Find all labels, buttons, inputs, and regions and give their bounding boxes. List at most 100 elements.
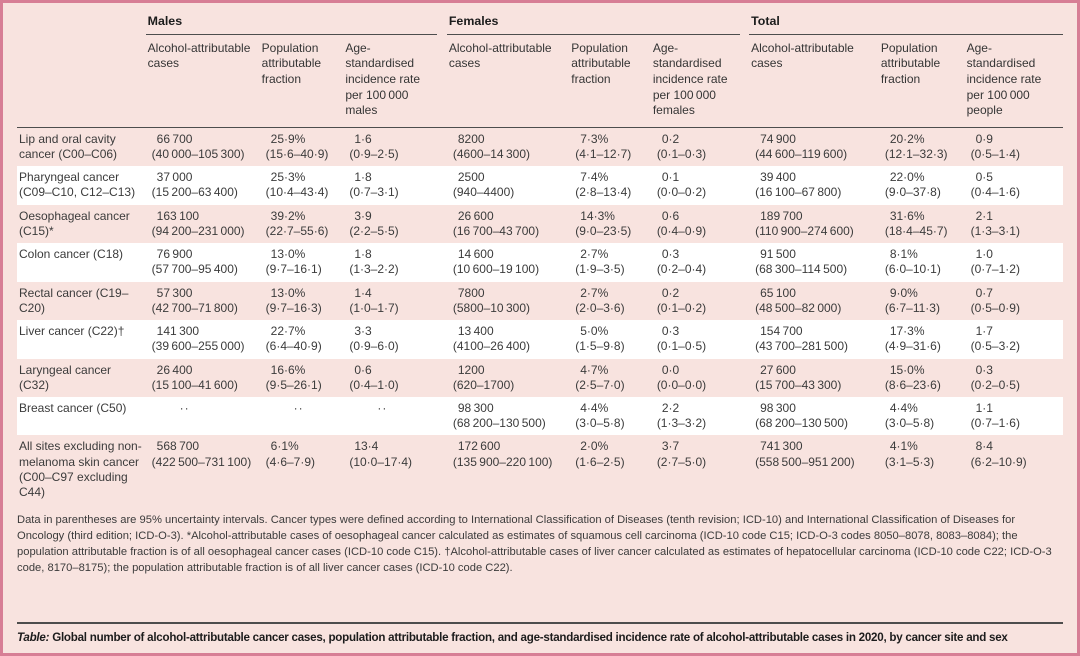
cell-value: 1·7 — [975, 324, 993, 339]
cell-uncertainty-interval: (43 700–281 500) — [755, 339, 849, 354]
corner-cell — [17, 13, 146, 35]
cell-uncertainty-interval: (10·0–17·4) — [349, 454, 413, 469]
cell-value: 3·3 — [354, 324, 372, 339]
cell-value: 568 700 — [156, 439, 200, 454]
column-header: Age-standardised incidence rate per 100 … — [343, 34, 438, 128]
group-gap — [740, 435, 749, 504]
cell-uncertainty-interval: (0·2–0·4) — [656, 262, 707, 277]
table-cell: 26 400 (15 100–41 600) — [146, 359, 260, 397]
cell-uncertainty-interval: (12·1–32·3) — [884, 146, 948, 161]
column-header: Population attributable fraction — [878, 34, 965, 128]
cell-uncertainty-interval: (0·1–0·3) — [656, 146, 707, 161]
cell-value: 7·3% — [580, 131, 609, 146]
group-gap — [437, 243, 446, 281]
cell-value: 6·1% — [270, 439, 299, 454]
table-cell: 5·0% (1·5–9·8) — [569, 320, 651, 358]
cell-uncertainty-interval: (2·2–5·5) — [349, 223, 399, 238]
column-header: Age-standardised incidence rate per 100 … — [650, 34, 740, 128]
cell-uncertainty-interval: (0·7–3·1) — [349, 185, 399, 200]
cell-uncertainty-interval: (0·4–1·6) — [970, 185, 1020, 200]
cell-uncertainty-interval: (5800–10 300) — [452, 300, 530, 315]
table-cell: ·· — [260, 397, 344, 435]
cell-value: 98 300 — [457, 401, 494, 415]
cell-uncertainty-interval: (16 700–43 700) — [452, 223, 540, 238]
table-cell: 13 400 (4100–26 400) — [447, 320, 569, 358]
table-cell: 141 300 (39 600–255 000) — [146, 320, 260, 358]
cell-uncertainty-interval: (6·0–10·1) — [884, 262, 941, 277]
cell-value: 2·0% — [580, 439, 609, 454]
table-cell: 2·7% (2·0–3·6) — [569, 282, 651, 320]
table-cell: 154 700 (43 700–281 500) — [749, 320, 879, 358]
group-header-females: Females — [446, 13, 740, 35]
cell-uncertainty-interval: (42 700–71 800) — [151, 300, 238, 315]
cell-value: 4·4% — [889, 401, 918, 415]
cell-uncertainty-interval: (10 600–19 100) — [452, 262, 540, 277]
table-row: Colon cancer (C18) 76 900 (57 700–95 400) 1… — [17, 243, 1063, 282]
cell-value: 741 300 — [760, 439, 803, 454]
table-body: Lip and oral cavity cancer (C00–C06) 66 7… — [17, 127, 1063, 504]
group-gap — [437, 435, 446, 504]
table-cell: 0·3 (0·2–0·4) — [651, 243, 740, 281]
cell-uncertainty-interval: (68 200–130 500) — [452, 416, 546, 431]
cell-value: 25·3% — [270, 170, 306, 185]
cell-value: 2·2 — [661, 401, 680, 415]
cell-value: 39 400 — [760, 170, 796, 185]
cell-uncertainty-interval: (44 600–119 600) — [755, 146, 848, 161]
cell-uncertainty-interval: (110 900–274 600) — [755, 223, 854, 238]
table-cell: 25·3% (10·4–43·4) — [260, 166, 344, 204]
cell-value: 16·6% — [270, 362, 306, 377]
group-gap — [740, 359, 749, 397]
table-cell: 9·0% (6·7–11·3) — [879, 282, 965, 320]
cell-value: 98 300 — [760, 401, 796, 415]
cell-value: 4·7% — [580, 362, 609, 377]
cell-uncertainty-interval: (10·4–43·4) — [265, 185, 329, 200]
group-header-total: Total — [749, 13, 1063, 35]
cell-uncertainty-interval: (4100–26 400) — [452, 339, 530, 354]
table-cell: 2·1 (1·3–3·1) — [965, 205, 1063, 243]
cell-value: 91 500 — [760, 247, 796, 262]
table-cell: 91 500 (68 300–114 500) — [749, 243, 879, 281]
table-row: Liver cancer (C22)† 141 300 (39 600–255 00… — [17, 320, 1063, 359]
cell-value: 154 700 — [760, 324, 803, 339]
cell-uncertainty-interval: (620–1700) — [452, 377, 515, 392]
table-row: All sites excluding non-melanoma skin ca… — [17, 435, 1063, 504]
cell-uncertainty-interval: (1·0–1·7) — [349, 300, 399, 315]
cell-value: 0·3 — [661, 247, 680, 262]
cell-uncertainty-interval: (0·1–0·5) — [656, 339, 707, 354]
cell-uncertainty-interval: (8·6–23·6) — [884, 377, 941, 392]
cell-value: 13·0% — [270, 247, 306, 262]
table-cell: 0·6 (0·4–0·9) — [651, 205, 740, 243]
table-cell: 22·7% (6·4–40·9) — [260, 320, 344, 358]
table-cell: 0·5 (0·4–1·6) — [965, 166, 1063, 204]
cell-value: 8200 — [457, 131, 485, 146]
cell-value: 2500 — [457, 170, 485, 185]
cell-value: 172 600 — [457, 439, 501, 454]
table-cell: ·· — [343, 397, 437, 435]
cell-value: 25·9% — [270, 131, 306, 146]
cell-uncertainty-interval: (2·8–13·4) — [575, 185, 632, 200]
table-cell: 1·6 (0·9–2·5) — [343, 127, 437, 166]
cell-value: ·· — [179, 401, 190, 415]
cell-uncertainty-interval: (0·1–0·2) — [656, 300, 707, 315]
cell-uncertainty-interval: (4·9–31·6) — [884, 339, 941, 354]
cell-uncertainty-interval: (68 200–130 500) — [755, 416, 849, 431]
caption-divider — [17, 622, 1063, 624]
group-gap — [437, 127, 446, 166]
table-cell: 1·0 (0·7–1·2) — [965, 243, 1063, 281]
cell-uncertainty-interval: (0·0–0·0) — [656, 377, 707, 392]
cell-value: 1·1 — [975, 401, 993, 415]
table-cell: 7800 (5800–10 300) — [447, 282, 569, 320]
table-row: Oesophageal cancer (C15)* 163 100 (94 200–… — [17, 205, 1063, 243]
cell-uncertainty-interval: (94 200–231 000) — [151, 223, 245, 238]
group-header-label: Total — [749, 13, 1063, 35]
cell-value: ·· — [293, 401, 304, 415]
group-gap — [437, 359, 446, 397]
table-cell: 7·3% (4·1–12·7) — [569, 127, 651, 166]
cell-value: 0·9 — [975, 131, 993, 146]
cell-value: 0·7 — [975, 285, 993, 300]
table-cell: 163 100 (94 200–231 000) — [146, 205, 260, 243]
cell-value: 13·4 — [354, 439, 379, 454]
cell-value: 37 000 — [156, 170, 193, 185]
group-gap — [739, 34, 750, 128]
table-cell: 25·9% (15·6–40·9) — [260, 127, 344, 166]
